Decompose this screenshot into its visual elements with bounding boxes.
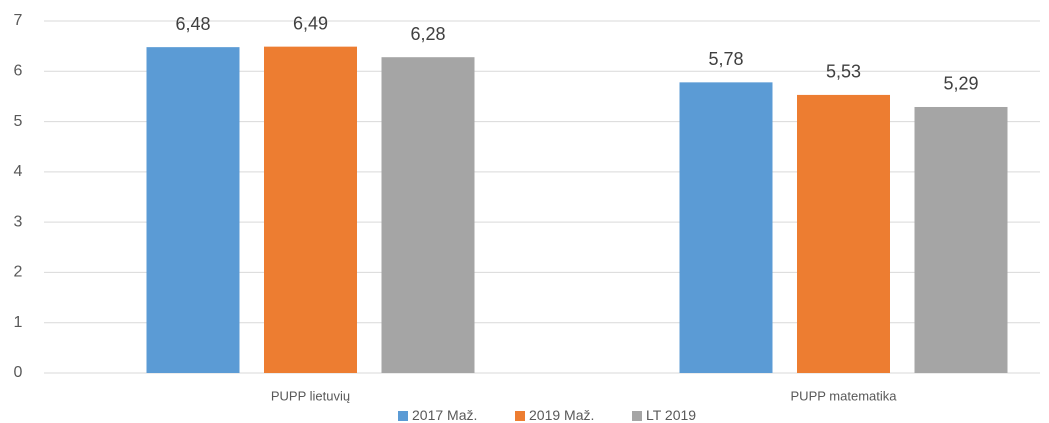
- value-label: 5,78: [708, 49, 743, 69]
- y-tick-label: 6: [14, 63, 23, 80]
- x-tick-label: PUPP lietuvių: [271, 388, 350, 403]
- bar: [679, 82, 773, 373]
- value-label: 5,53: [826, 62, 861, 82]
- bar: [381, 57, 475, 373]
- bar: [264, 46, 357, 373]
- legend-swatch: [632, 411, 642, 421]
- legend-label: LT 2019: [646, 407, 696, 423]
- legend-swatch: [515, 411, 525, 421]
- legend-label: 2017 Maž.: [412, 407, 477, 423]
- y-tick-label: 2: [14, 264, 23, 281]
- legend-label: 2019 Maž.: [529, 407, 594, 423]
- y-tick-label: 4: [14, 163, 23, 180]
- value-label: 6,48: [175, 14, 210, 34]
- y-tick-label: 0: [14, 364, 23, 381]
- y-tick-label: 3: [14, 213, 23, 230]
- value-label: 5,29: [943, 74, 978, 94]
- y-tick-label: 7: [14, 12, 23, 29]
- value-label: 6,49: [293, 13, 328, 33]
- x-tick-label: PUPP matematika: [791, 388, 898, 403]
- bar: [146, 47, 240, 374]
- value-label: 6,28: [410, 24, 445, 44]
- y-tick-label: 5: [14, 113, 23, 130]
- bar: [797, 94, 890, 374]
- legend-swatch: [398, 411, 408, 421]
- y-tick-label: 1: [14, 314, 23, 331]
- bar: [914, 106, 1008, 373]
